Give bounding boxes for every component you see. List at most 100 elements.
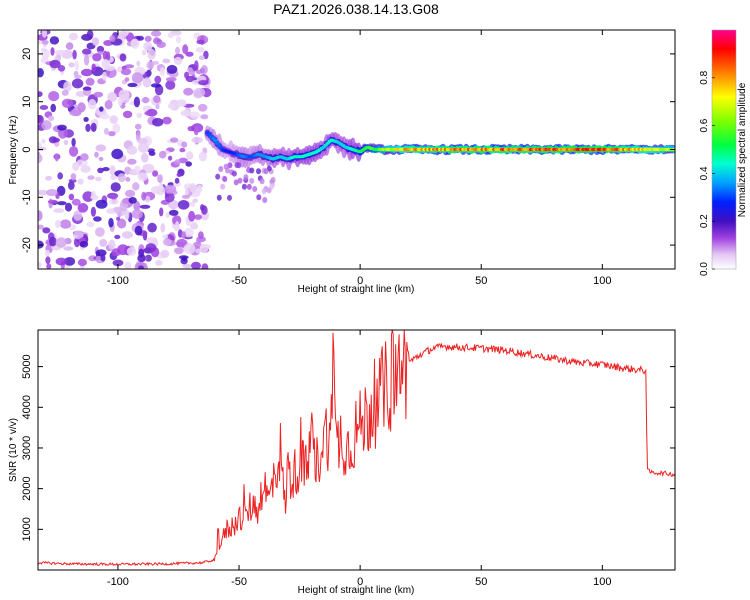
spectrogram-noise-cell [69, 146, 79, 157]
spectrogram-noise-cell [175, 46, 180, 55]
spectrogram-noise-cell [140, 152, 149, 163]
spectrogram-noise-cell [131, 72, 144, 83]
snr-y-label: SNR (10 * v/v) [8, 418, 19, 482]
spectrogram-noise-cell [49, 36, 60, 45]
spectrogram-noise-cell [85, 123, 91, 132]
spectrogram-noise-cell [117, 66, 122, 73]
spectrogram-noise-cell [126, 247, 137, 256]
spectrogram-noise-cell [152, 170, 159, 177]
spectrogram-noise-cell [133, 200, 141, 212]
spectrogram-content [38, 30, 675, 269]
spectrogram-noise-cell [55, 237, 67, 248]
spectrogram-noise-cell [77, 102, 86, 113]
spectrogram-scatter-cell [233, 179, 239, 186]
spectrogram-noise-cell [93, 216, 102, 222]
spectrogram-noise-cell [150, 83, 162, 88]
spectrogram-noise-cell [71, 198, 81, 206]
spectrogram-noise-cell [185, 161, 192, 167]
spectrogram-noise-cell [201, 65, 208, 75]
spectrogram-noise-cell [183, 227, 194, 238]
spectrogram-noise-cell [82, 48, 92, 55]
snr-axes: -100 -50 0 50 100 1000 2000 3000 4000 5000 [21, 330, 675, 588]
spectrogram-noise-cell [172, 215, 182, 226]
spectrogram-noise-cell [122, 110, 133, 119]
snr-x-tick-label: 0 [357, 576, 363, 588]
spectrogram-noise-cell [46, 189, 58, 197]
spectrogram-noise-cell [181, 141, 188, 148]
spectrogram-noise-cell [168, 209, 179, 216]
spectrogram-noise-cell [41, 30, 47, 38]
spectrogram-noise-cell [61, 98, 74, 109]
spectrogram-ridge-core [213, 139, 218, 143]
spectrogram-x-tick-label: -50 [231, 275, 247, 287]
spectrogram-noise-cell [80, 165, 91, 173]
spectrogram-noise-cell [190, 222, 199, 230]
snr-y-tick-label: 5000 [21, 354, 33, 378]
spectrogram-noise-cell [169, 137, 179, 143]
spectrogram-noise-cell [116, 216, 121, 221]
spectrogram-noise-cell [107, 208, 115, 214]
spectrogram-noise-cell [131, 209, 143, 219]
spectrogram-noise-cell [124, 64, 135, 69]
spectrogram-noise-cell [185, 51, 194, 57]
spectrogram-noise-cell [69, 109, 82, 117]
spectrogram-noise-cell [71, 78, 84, 89]
spectrogram-noise-cell [102, 50, 108, 61]
spectrogram-scatter-cell [259, 178, 265, 185]
spectrogram-noise-cell [73, 210, 83, 221]
spectrogram-noise-cell [121, 231, 133, 239]
snr-x-tick-label: -100 [107, 576, 129, 588]
spectrogram-y-tick-label: -10 [21, 189, 33, 205]
spectrogram-noise-cell [125, 177, 131, 182]
spectrogram-scatter-cell [262, 197, 268, 203]
spectrogram-noise-cell [133, 96, 140, 108]
spectrogram-noise-cell [45, 175, 53, 181]
spectrogram-noise-cell [144, 35, 152, 43]
spectrogram-noise-cell [160, 249, 170, 258]
spectrogram-noise-cell [136, 60, 141, 67]
spectrogram-y-tick-label: -20 [21, 237, 33, 253]
spectrogram-noise-cell [177, 200, 190, 210]
spectrogram-noise-cell [195, 47, 205, 53]
spectrogram-noise-cell [63, 139, 69, 146]
spectrogram-noise-cell [54, 219, 61, 229]
spectrogram-noise-cell [72, 49, 77, 60]
spectrogram-noise-cell [126, 145, 138, 155]
snr-panel: -100 -50 0 50 100 1000 2000 3000 4000 5000 Height… [8, 329, 676, 596]
spectrogram-noise-cell [107, 91, 118, 103]
spectrogram-noise-cell [183, 87, 194, 96]
spectrogram-noise-cell [41, 40, 49, 45]
spectrogram-noise-cell [99, 106, 104, 112]
colorbar-frame [711, 29, 737, 270]
spectrogram-noise-cell [95, 144, 107, 152]
spectrogram-noise-cell [81, 68, 93, 77]
spectrogram-noise-cell [95, 249, 107, 257]
spectrogram-noise-cell [179, 147, 186, 153]
spectrogram-noise-cell [118, 89, 130, 101]
spectrogram-noise-cell [110, 182, 121, 192]
spectrogram-noise-cell [197, 184, 203, 194]
spectrogram-noise-cell [97, 167, 104, 174]
spectrogram-noise-cell [91, 37, 100, 46]
spectrogram-noise-cell [176, 36, 181, 44]
spectrogram-noise-cell [63, 81, 72, 92]
spectrogram-noise-cell [158, 150, 167, 159]
spectrogram-noise-cell [124, 189, 136, 198]
spectrogram-noise-cell [167, 32, 174, 39]
spectrogram-noise-cell [127, 158, 137, 165]
spectrogram-noise-cell [57, 172, 63, 180]
snr-y-tick-label: 1000 [21, 517, 33, 541]
spectrogram-noise-cell [134, 225, 143, 236]
spectrogram-noise-cell [38, 115, 44, 125]
spectrogram-noise-cell [164, 184, 177, 194]
spectrogram-noise-cell [38, 91, 43, 97]
spectrogram-noise-cell [159, 181, 164, 193]
spectrogram-scatter-cell [256, 194, 262, 201]
spectrogram-noise-cell [76, 159, 88, 167]
spectrogram-noise-cell [65, 42, 74, 50]
spectrogram-noise-cell [151, 186, 161, 195]
spectrogram-noise-cell [80, 153, 89, 161]
spectrogram-noise-cell [39, 105, 49, 110]
snr-x-tick-label: 50 [475, 576, 487, 588]
